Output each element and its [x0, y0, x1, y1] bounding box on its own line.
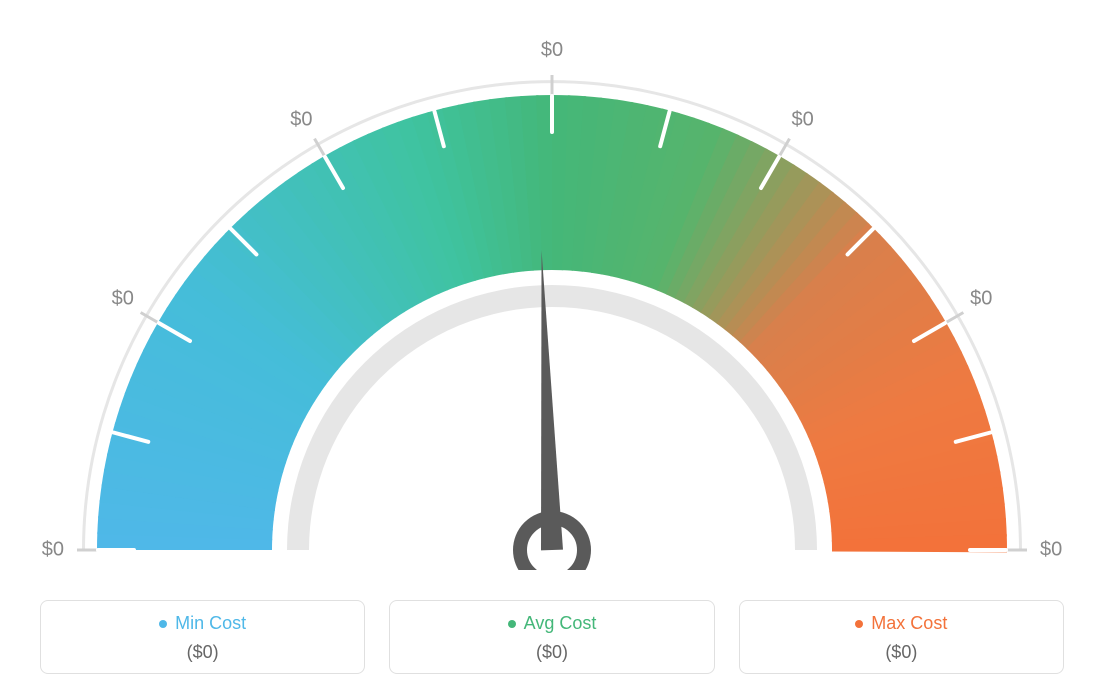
- card-value: ($0): [740, 642, 1063, 663]
- gauge: $0$0$0$0$0$0$0: [52, 10, 1052, 570]
- gauge-chart-container: $0 $0 $0 $0 $0 $0 $0 Min Cost ($0) Avg Cost ($…: [0, 0, 1104, 690]
- card-label: Min Cost: [175, 613, 246, 634]
- gauge-tick-label: $0: [541, 39, 563, 62]
- card-avg-cost: Avg Cost ($0): [389, 600, 714, 674]
- gauge-tick-label: $0: [290, 109, 312, 132]
- card-max-cost: Max Cost ($0): [739, 600, 1064, 674]
- card-value: ($0): [41, 642, 364, 663]
- gauge-svg: [52, 10, 1052, 570]
- gauge-tick-label: $0: [792, 109, 814, 132]
- card-title: Avg Cost: [508, 613, 597, 634]
- gauge-tick-label: $0: [970, 288, 992, 311]
- dot-icon: [159, 620, 167, 628]
- legend-cards: Min Cost ($0) Avg Cost ($0) Max Cost ($0…: [40, 600, 1064, 674]
- card-title: Min Cost: [159, 613, 246, 634]
- card-min-cost: Min Cost ($0): [40, 600, 365, 674]
- card-label: Max Cost: [871, 613, 947, 634]
- card-label: Avg Cost: [524, 613, 597, 634]
- dot-icon: [855, 620, 863, 628]
- dot-icon: [508, 620, 516, 628]
- gauge-tick-label: $0: [112, 288, 134, 311]
- gauge-tick-label: $0: [1040, 539, 1062, 562]
- card-value: ($0): [390, 642, 713, 663]
- card-title: Max Cost: [855, 613, 947, 634]
- gauge-tick-label: $0: [42, 539, 64, 562]
